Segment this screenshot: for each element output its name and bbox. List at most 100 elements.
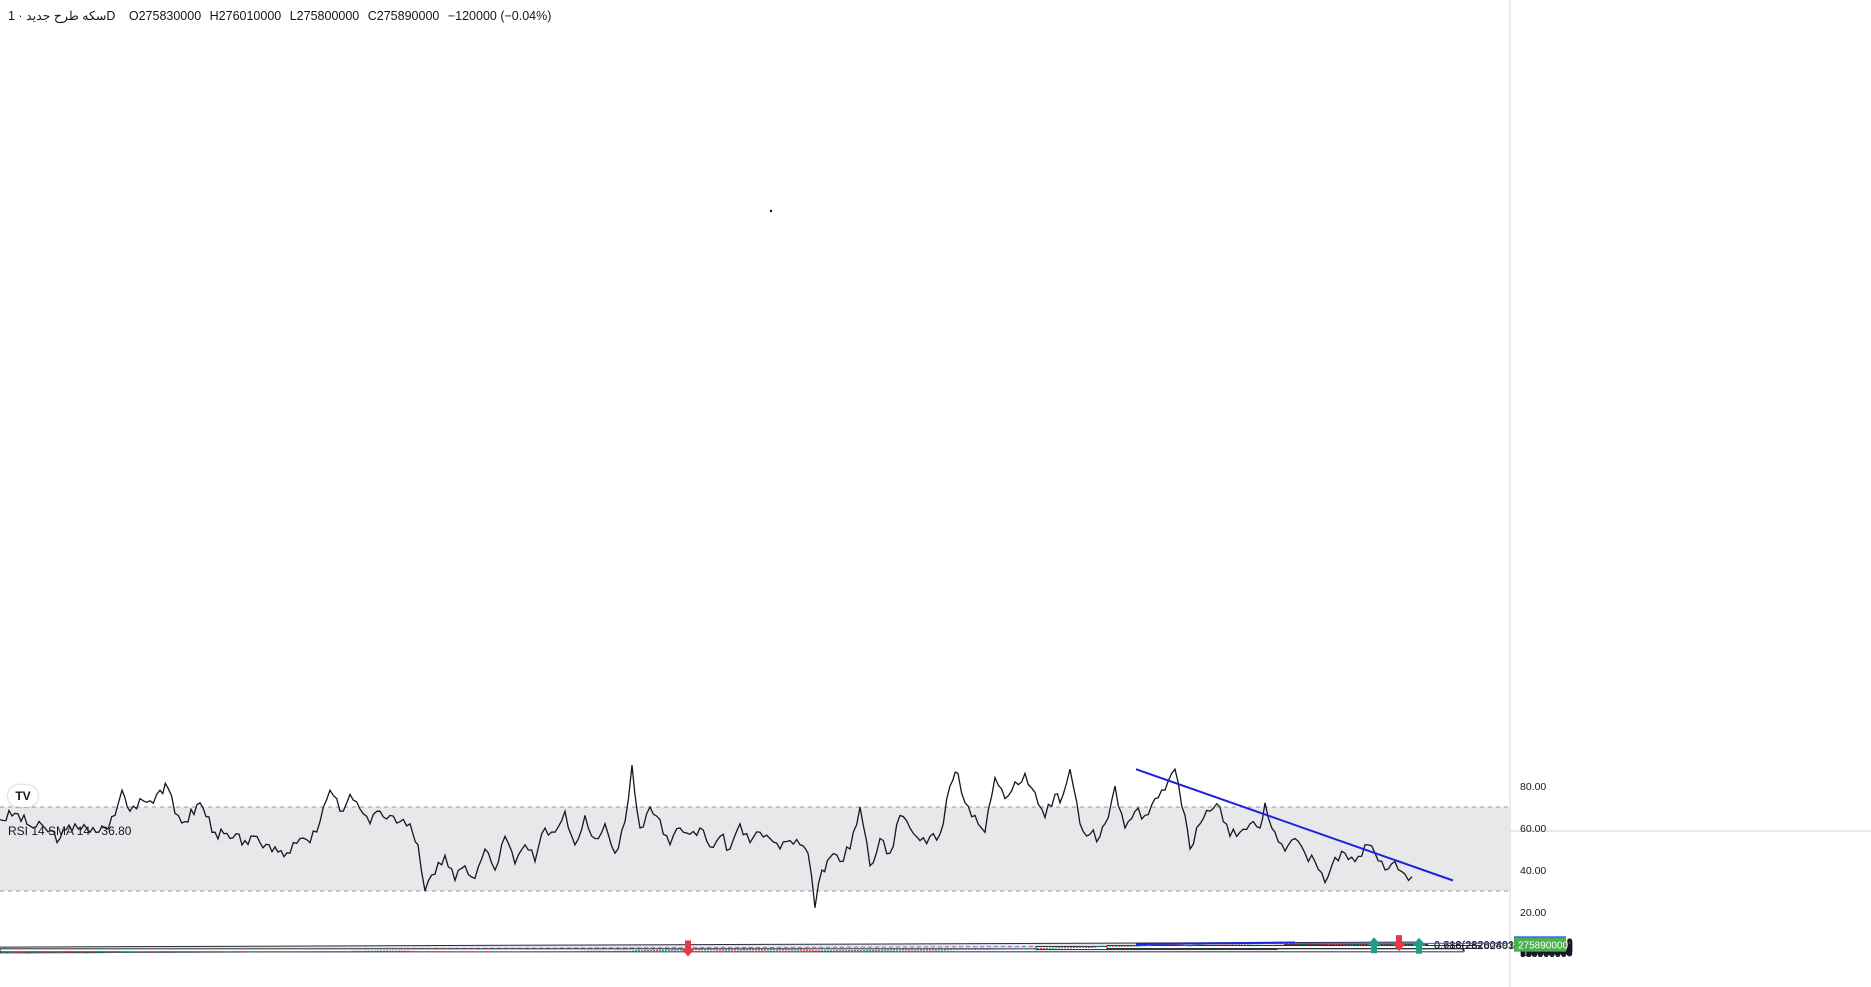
candle-body <box>665 949 667 951</box>
candle-body <box>65 952 67 954</box>
candle-body <box>815 950 817 952</box>
candle-body <box>833 950 835 952</box>
candle-body <box>482 951 484 953</box>
candle-body <box>197 951 199 953</box>
candle-body <box>1307 943 1309 945</box>
candle-body <box>11 952 13 954</box>
candle-body <box>98 952 100 954</box>
candle-body <box>17 952 19 954</box>
candle-body <box>734 949 736 951</box>
candle-body <box>332 951 334 953</box>
candle-body <box>557 951 559 953</box>
candle-body <box>773 949 775 951</box>
candle-body <box>215 951 217 953</box>
candle-body <box>143 951 145 953</box>
candle-body <box>872 949 874 951</box>
candle-body <box>584 950 586 952</box>
ohlc-high: H276010000 <box>209 9 282 23</box>
candle-body <box>1097 946 1099 948</box>
candle-body <box>68 952 70 954</box>
candle-body <box>419 951 421 953</box>
candle-body <box>326 951 328 953</box>
candle-body <box>170 951 172 953</box>
candle-body <box>1304 943 1306 945</box>
candle-body <box>1337 944 1339 946</box>
candle-body <box>443 951 445 953</box>
candle-body <box>128 951 130 953</box>
ohlc-open: O275830000 <box>128 9 202 23</box>
candle-body <box>1298 943 1300 945</box>
candle-body <box>857 949 859 951</box>
candle-body <box>1178 944 1180 946</box>
candle-body <box>425 951 427 953</box>
candle-body <box>1406 944 1408 946</box>
candle-body <box>272 951 274 953</box>
candle-body <box>548 951 550 953</box>
candle-body <box>1106 945 1108 947</box>
candle-body <box>1061 947 1063 949</box>
candle-body <box>950 949 952 951</box>
candle-body <box>380 950 382 952</box>
rsi-value: 36.80 <box>101 824 132 838</box>
candle-body <box>728 949 730 951</box>
rsi-label[interactable]: RSI 14 SMA 14 <box>8 824 91 838</box>
symbol-title[interactable]: سکه طرح جدید · 1D <box>8 9 116 23</box>
candle-body <box>1328 943 1330 945</box>
candle-body <box>923 949 925 951</box>
candle-body <box>620 950 622 952</box>
candle-body <box>263 951 265 953</box>
candle-body <box>887 949 889 951</box>
candle-body <box>710 949 712 951</box>
candle-body <box>509 951 511 953</box>
candle-body <box>1127 945 1129 947</box>
candle-body <box>1355 944 1357 946</box>
candle-body <box>653 949 655 951</box>
candle-body <box>365 950 367 952</box>
candle-body <box>1016 948 1018 950</box>
candle-body <box>191 951 193 953</box>
candle-body <box>545 951 547 953</box>
candle-body <box>1289 943 1291 945</box>
candle-body <box>929 949 931 951</box>
last-price-tag <box>1514 937 1566 952</box>
candle-body <box>413 950 415 952</box>
candle-body <box>827 950 829 952</box>
candle-body <box>641 950 643 952</box>
candle-body <box>902 949 904 951</box>
candle-body <box>1295 943 1297 945</box>
candle-body <box>56 952 58 954</box>
candle-body <box>1034 948 1036 950</box>
candle-body <box>782 949 784 951</box>
candle-body <box>932 949 934 951</box>
candle-body <box>1025 948 1027 950</box>
candle-body <box>1286 943 1288 945</box>
candle-body <box>1343 944 1345 946</box>
candle-body <box>293 951 295 953</box>
candle-body <box>287 951 289 953</box>
drawing-dot <box>769 209 773 213</box>
last-price-label: 275890000 <box>1518 941 1568 952</box>
candle-body <box>257 951 259 953</box>
tradingview-logo-icon[interactable]: TV <box>8 785 38 807</box>
candle-body <box>1331 943 1333 945</box>
candle-body <box>650 949 652 951</box>
candle-body <box>1118 945 1120 947</box>
candle-body <box>560 951 562 953</box>
candle-body <box>497 951 499 953</box>
candle-body <box>638 950 640 952</box>
candle-body <box>479 951 481 953</box>
candle-body <box>410 950 412 952</box>
candle-body <box>26 952 28 954</box>
candle-body <box>71 952 73 954</box>
candle-body <box>1364 944 1366 946</box>
candle-body <box>770 949 772 951</box>
candles-group <box>2 942 1411 954</box>
candle-body <box>1322 943 1324 945</box>
candle-body <box>938 949 940 951</box>
candle-body <box>299 951 301 953</box>
candle-body <box>743 949 745 951</box>
candle-body <box>764 949 766 951</box>
candle-body <box>80 952 82 954</box>
candle-body <box>35 952 37 954</box>
